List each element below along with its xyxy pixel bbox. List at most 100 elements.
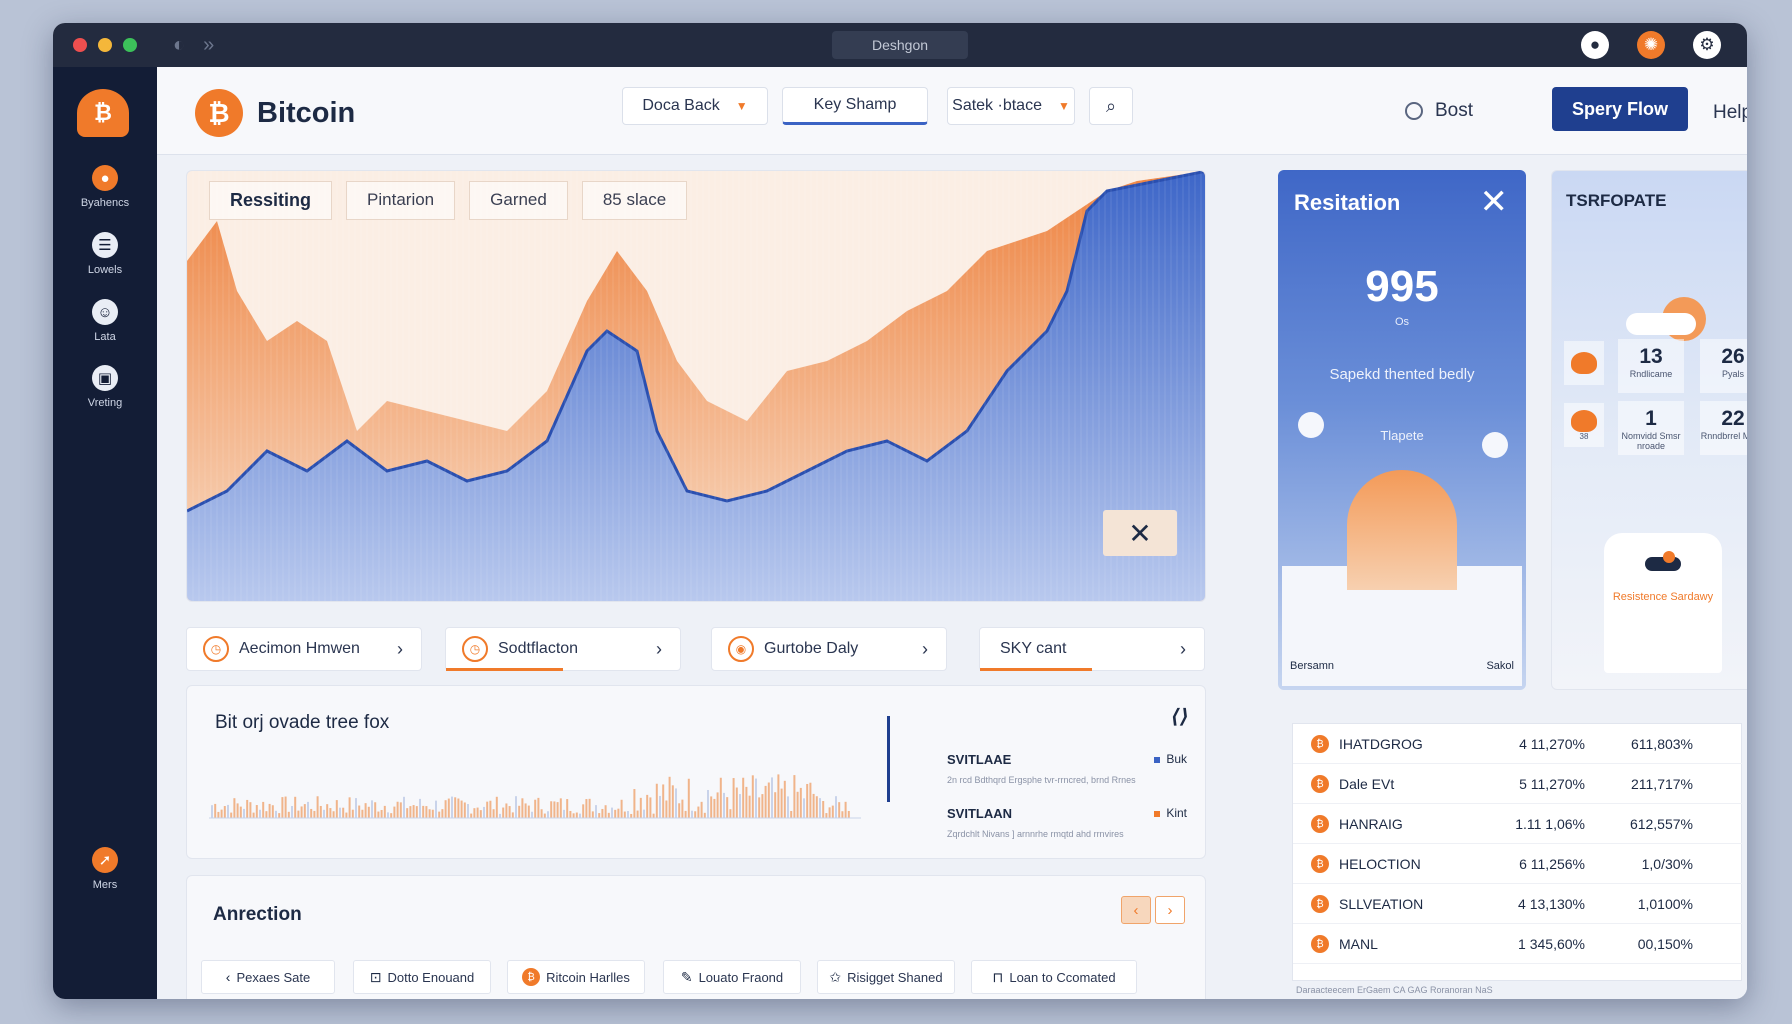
action-loan-to-ccomated[interactable]: ⊓ Loan to Ccomated bbox=[971, 960, 1137, 994]
volume-bar bbox=[735, 787, 738, 818]
volume-bar bbox=[505, 803, 508, 818]
back-nav-icon[interactable]: ◐ bbox=[173, 33, 186, 56]
stat-value: 26 bbox=[1721, 345, 1745, 368]
sidebar-bitcoin-logo[interactable]: ₿ bbox=[77, 89, 129, 137]
volume-bar bbox=[630, 813, 633, 818]
coin-icon: ₿ bbox=[1311, 895, 1329, 913]
resitation-card: Resitation ✕ 995 Os Sapekd thented bedly… bbox=[1278, 170, 1526, 690]
satek-btace-dropdown[interactable]: Satek ·btace ▼ bbox=[947, 87, 1075, 125]
action-louato-fraond[interactable]: ✎ Louato Fraond bbox=[663, 960, 801, 994]
volume-bar bbox=[380, 809, 383, 818]
volume-bar bbox=[428, 809, 431, 818]
table-row[interactable]: ₿ HELOCTION 6 11,256% 1,0/30% bbox=[1293, 844, 1743, 884]
volume-bar bbox=[518, 805, 521, 818]
volume-bar bbox=[803, 798, 805, 818]
pill-aecimon-hmwen[interactable]: ◷ Aecimon Hmwen › bbox=[186, 627, 422, 671]
volume-bar bbox=[419, 798, 421, 818]
sidebar-item-byahencs[interactable]: ● Byahencs bbox=[53, 165, 157, 209]
prev-page-button[interactable]: ‹ bbox=[1121, 896, 1151, 924]
action-dotto-enouand[interactable]: ⊡ Dotto Enouand bbox=[353, 960, 491, 994]
radio-label: Bost bbox=[1435, 100, 1474, 121]
volume-bar bbox=[345, 812, 348, 818]
search-icon: ⌕ bbox=[1105, 95, 1117, 116]
action-pexaes-sate[interactable]: ‹ Pexaes Sate bbox=[201, 960, 335, 994]
chart-tab-ressiting[interactable]: Ressiting bbox=[209, 181, 333, 220]
forward-nav-icon[interactable]: » bbox=[203, 33, 215, 56]
volume-bar bbox=[348, 797, 351, 818]
volume-bar bbox=[508, 806, 511, 818]
chevron-down-icon: ▼ bbox=[1057, 99, 1070, 113]
volume-bar bbox=[214, 803, 217, 818]
volume-bar bbox=[809, 782, 812, 818]
volume-bar bbox=[511, 812, 514, 818]
row-value-2: 211,717% bbox=[1630, 776, 1693, 792]
volume-bar bbox=[591, 811, 594, 818]
settings-gear-icon[interactable]: ⚙ bbox=[1693, 31, 1721, 59]
volume-bar bbox=[761, 794, 764, 818]
orb-icon bbox=[1482, 432, 1508, 458]
volume-bar bbox=[259, 809, 261, 818]
sidebar-item-mers[interactable]: ➚ Mers bbox=[53, 847, 157, 891]
volume-bar bbox=[844, 801, 847, 818]
row-name: MANL bbox=[1339, 936, 1378, 952]
helps-link[interactable]: Helps bbox=[1713, 102, 1747, 123]
sidebar-item-label: Lowels bbox=[87, 264, 123, 276]
stat-value: 13 bbox=[1639, 345, 1663, 368]
table-row[interactable]: ₿ MANL 1 345,60% 00,150% bbox=[1293, 924, 1743, 964]
pill-sky-cant[interactable]: SKY cant › bbox=[979, 627, 1205, 671]
people-icon: ☺ bbox=[92, 299, 118, 325]
chart-tab-garned[interactable]: Garned bbox=[469, 181, 568, 220]
chart-tab-pintarion[interactable]: Pintarion bbox=[346, 181, 456, 220]
volume-bar bbox=[377, 811, 380, 818]
doca-back-dropdown[interactable]: Doca Back ▼ bbox=[622, 87, 768, 125]
record-icon[interactable]: ● bbox=[1581, 31, 1609, 59]
volume-bar bbox=[710, 796, 713, 818]
volume-bar bbox=[243, 808, 245, 818]
pill-sodtflacton[interactable]: ◷ Sodtflacton › bbox=[445, 627, 681, 671]
bag-icon: ⊡ bbox=[369, 968, 382, 985]
close-window-button[interactable] bbox=[73, 38, 87, 52]
sidebar-item-vreting[interactable]: ▣ Vreting bbox=[53, 365, 157, 409]
chart-tab-85-slace[interactable]: 85 slace bbox=[581, 181, 688, 220]
stat-caption: Nomvidd Smsr nroade bbox=[1621, 431, 1681, 451]
action-ritcoin-harlles[interactable]: ₿ Ritcoin Harlles bbox=[507, 960, 645, 994]
table-row[interactable]: ₿ Dale EVt 5 11,270% 211,717% bbox=[1293, 764, 1743, 804]
stat-caption: Rndlicame bbox=[1629, 369, 1673, 379]
row-value-1: 5 11,270% bbox=[1519, 776, 1585, 792]
top-bar: ₿ Bitcoin Doca Back ▼ Key Shamp Satek ·b… bbox=[157, 67, 1747, 155]
volume-bar bbox=[575, 812, 578, 818]
volume-bar bbox=[217, 811, 220, 818]
close-icon[interactable]: ✕ bbox=[1479, 183, 1509, 221]
sidebar-item-lata[interactable]: ☺ Lata bbox=[53, 299, 157, 343]
pill-gurtobe-daly[interactable]: ◉ Gurtobe Daly › bbox=[711, 627, 947, 671]
tab-key-shamp[interactable]: Key Shamp bbox=[782, 87, 928, 125]
next-page-button[interactable]: › bbox=[1155, 896, 1185, 924]
minimize-window-button[interactable] bbox=[98, 38, 112, 52]
resistance-warning-card[interactable]: Resistence Sardawy bbox=[1604, 533, 1722, 673]
volume-bar bbox=[435, 800, 437, 818]
volume-bar bbox=[470, 813, 473, 818]
volume-bar bbox=[486, 801, 489, 818]
volume-bar bbox=[719, 777, 722, 818]
pill-label: Gurtobe Daly bbox=[764, 640, 859, 657]
row-value-1: 4 13,130% bbox=[1518, 896, 1585, 912]
volume-bar bbox=[323, 809, 325, 818]
volume-bar bbox=[707, 789, 709, 818]
volume-bar bbox=[390, 813, 393, 818]
table-row[interactable]: ₿ SLLVEATION 4 13,130% 1,0100% bbox=[1293, 884, 1743, 924]
spery-flow-button[interactable]: Spery Flow bbox=[1552, 87, 1688, 131]
profile-avatar[interactable]: ✺ bbox=[1637, 31, 1665, 59]
sidebar-item-lowels[interactable]: ☰ Lowels bbox=[53, 232, 157, 276]
chart-close-icon[interactable]: ✕ bbox=[1103, 510, 1177, 556]
volume-bar bbox=[489, 800, 492, 818]
volume-bar bbox=[374, 802, 377, 818]
maximize-window-button[interactable] bbox=[123, 38, 137, 52]
action-risigget-shaned[interactable]: ✩ Risigget Shaned bbox=[817, 960, 955, 994]
search-button[interactable]: ⌕ bbox=[1089, 87, 1133, 125]
pill-label: SKY cant bbox=[1000, 640, 1067, 657]
volume-bar bbox=[780, 788, 783, 818]
volume-bar bbox=[278, 813, 281, 818]
bost-radio[interactable]: Bost bbox=[1405, 100, 1473, 122]
table-row[interactable]: ₿ IHATDGROG 4 11,270% 611,803% bbox=[1293, 724, 1743, 764]
table-row[interactable]: ₿ HANRAIG 1.11 1,06% 612,557% bbox=[1293, 804, 1743, 844]
